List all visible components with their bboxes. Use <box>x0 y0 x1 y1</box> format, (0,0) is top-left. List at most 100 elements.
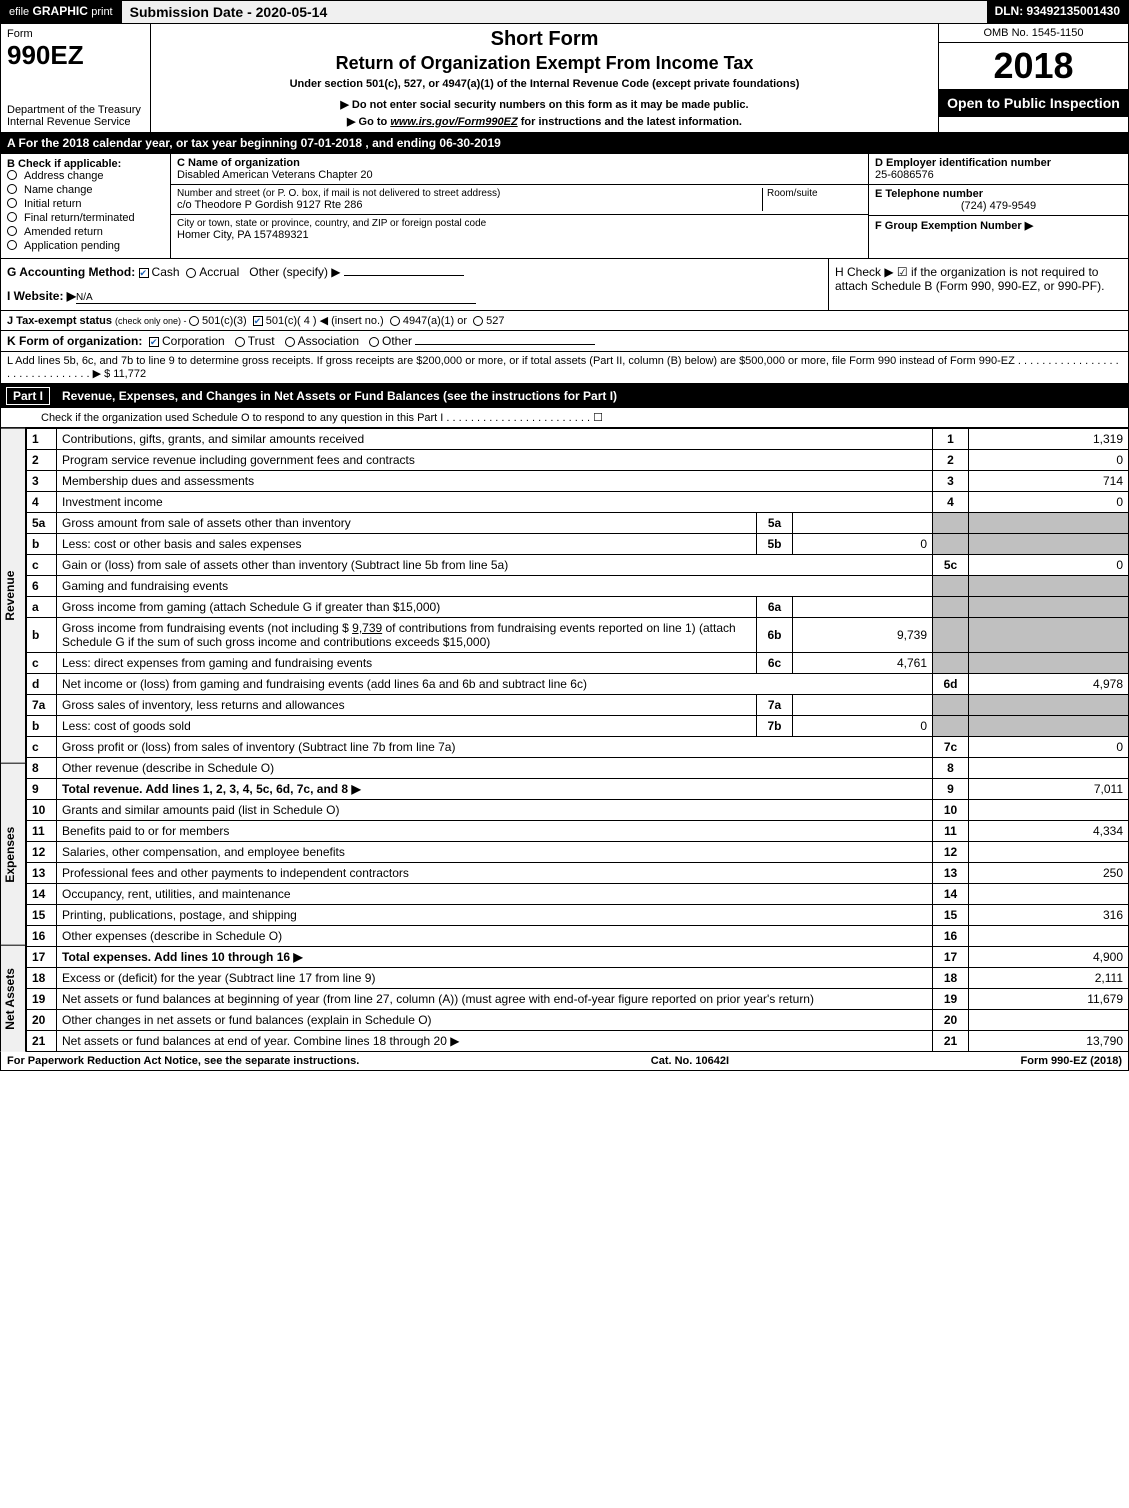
gh-row: G Accounting Method: Cash Accrual Other … <box>0 259 1129 311</box>
g-accrual-radio[interactable] <box>186 268 196 278</box>
j-501c3-radio[interactable] <box>189 316 199 326</box>
k-trust-radio[interactable] <box>235 337 245 347</box>
line-7b: b Less: cost of goods sold 7b 0 <box>27 716 1129 737</box>
line-num: a <box>27 597 57 618</box>
k-assoc-radio[interactable] <box>285 337 295 347</box>
k-label: K Form of organization: <box>7 334 142 348</box>
chk-label: Final return/terminated <box>24 212 135 224</box>
title-short-form: Short Form <box>157 28 932 51</box>
line-10: 10 Grants and similar amounts paid (list… <box>27 800 1129 821</box>
sub-ref: 5a <box>757 513 793 534</box>
line-val <box>969 800 1129 821</box>
c-label: C Name of organization <box>177 157 862 169</box>
line-val: 13,790 <box>969 1031 1129 1052</box>
line-num: 11 <box>27 821 57 842</box>
l6b-pre: Gross income from fundraising events (no… <box>62 621 352 635</box>
j-501c4-check[interactable] <box>253 316 263 326</box>
line-ref: 20 <box>933 1010 969 1031</box>
line-num: 5a <box>27 513 57 534</box>
grey-cell <box>969 513 1129 534</box>
print-label[interactable]: print <box>91 6 112 18</box>
chk-initial-return[interactable]: Initial return <box>7 198 164 210</box>
grey-cell <box>969 618 1129 653</box>
street-label: Number and street (or P. O. box, if mail… <box>177 188 762 199</box>
d-value: 25-6086576 <box>875 169 1122 181</box>
line-val: 2,111 <box>969 968 1129 989</box>
line-ref: 7c <box>933 737 969 758</box>
entity-left-b: B Check if applicable: Address change Na… <box>1 154 171 258</box>
line-desc: Total expenses. Add lines 10 through 16 <box>57 947 933 968</box>
sub-val <box>793 695 933 716</box>
line-desc: Gaming and fundraising events <box>57 576 933 597</box>
line-num: 17 <box>27 947 57 968</box>
g-other: Other (specify) ▶ <box>249 265 340 279</box>
g-other-line[interactable] <box>344 275 464 276</box>
j-4947-radio[interactable] <box>390 316 400 326</box>
grey-cell <box>933 597 969 618</box>
k-row: K Form of organization: Corporation Trus… <box>0 331 1129 352</box>
omb-number: OMB No. 1545-1150 <box>939 24 1128 43</box>
line-6a: a Gross income from gaming (attach Sched… <box>27 597 1129 618</box>
line-14: 14 Occupancy, rent, utilities, and maint… <box>27 884 1129 905</box>
chk-amended-return[interactable]: Amended return <box>7 226 164 238</box>
line-desc: Other expenses (describe in Schedule O) <box>57 926 933 947</box>
j-527-radio[interactable] <box>473 316 483 326</box>
k-corp-check[interactable] <box>149 337 159 347</box>
line-desc: Gross profit or (loss) from sales of inv… <box>57 737 933 758</box>
city-label: City or town, state or province, country… <box>177 218 862 229</box>
line-num: b <box>27 618 57 653</box>
line-num: 19 <box>27 989 57 1010</box>
chk-final-return[interactable]: Final return/terminated <box>7 212 164 224</box>
line-ref: 10 <box>933 800 969 821</box>
chk-address-change[interactable]: Address change <box>7 170 164 182</box>
k-other-line[interactable] <box>415 344 595 345</box>
grey-cell <box>933 576 969 597</box>
line-num: 12 <box>27 842 57 863</box>
line-20: 20 Other changes in net assets or fund b… <box>27 1010 1129 1031</box>
grey-cell <box>933 695 969 716</box>
top-bar: efile GRAPHIC print Submission Date - 20… <box>0 0 1129 24</box>
d-label: D Employer identification number <box>875 157 1122 169</box>
g-label: G Accounting Method: <box>7 265 135 279</box>
chk-application-pending[interactable]: Application pending <box>7 240 164 252</box>
grey-cell <box>933 618 969 653</box>
line-6: 6 Gaming and fundraising events <box>27 576 1129 597</box>
efile-label: efile <box>9 6 29 18</box>
sub-val <box>793 597 933 618</box>
submission-date: Submission Date - 2020-05-14 <box>121 1 987 23</box>
radio-icon <box>7 184 17 194</box>
entity-block: B Check if applicable: Address change Na… <box>0 154 1129 259</box>
line-val <box>969 842 1129 863</box>
line-num: b <box>27 716 57 737</box>
line-12: 12 Salaries, other compensation, and emp… <box>27 842 1129 863</box>
line-val: 11,679 <box>969 989 1129 1010</box>
line-6b: b Gross income from fundraising events (… <box>27 618 1129 653</box>
k-other-radio[interactable] <box>369 337 379 347</box>
line-1: 1 Contributions, gifts, grants, and simi… <box>27 429 1129 450</box>
period-begin: 07-01-2018 <box>301 136 362 150</box>
e-label: E Telephone number <box>875 188 1122 200</box>
line-num: 8 <box>27 758 57 779</box>
radio-icon <box>7 226 17 236</box>
line-3: 3 Membership dues and assessments 3 714 <box>27 471 1129 492</box>
footer-left: For Paperwork Reduction Act Notice, see … <box>7 1055 359 1067</box>
line-num: 3 <box>27 471 57 492</box>
chk-label: Address change <box>24 170 104 182</box>
line-21: 21 Net assets or fund balances at end of… <box>27 1031 1129 1052</box>
irs-link[interactable]: www.irs.gov/Form990EZ <box>390 116 517 128</box>
part1-header: Part I Revenue, Expenses, and Changes in… <box>0 384 1129 408</box>
line-ref: 18 <box>933 968 969 989</box>
line-num: 18 <box>27 968 57 989</box>
dept-treasury: Department of the Treasury <box>7 104 144 116</box>
sub-ref: 7b <box>757 716 793 737</box>
l6b-amt: 9,739 <box>352 621 382 635</box>
b-label: B Check if applicable: <box>7 158 164 170</box>
footer-row: For Paperwork Reduction Act Notice, see … <box>0 1052 1129 1071</box>
line-ref: 9 <box>933 779 969 800</box>
sub-ref: 5b <box>757 534 793 555</box>
form-word: Form <box>7 28 144 40</box>
d-ein-row: D Employer identification number 25-6086… <box>869 154 1128 185</box>
g-cash-check[interactable] <box>139 268 149 278</box>
chk-name-change[interactable]: Name change <box>7 184 164 196</box>
line-ref: 5c <box>933 555 969 576</box>
